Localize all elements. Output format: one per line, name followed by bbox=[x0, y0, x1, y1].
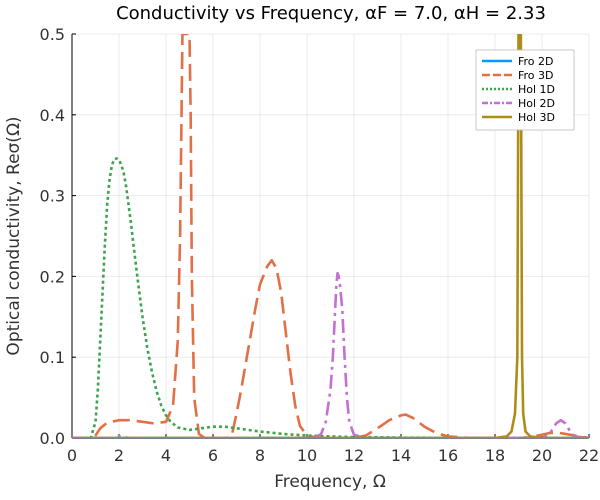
legend-label-fro-2d: Fro 2D bbox=[518, 55, 554, 68]
series-lines bbox=[72, 34, 589, 438]
y-tick-label: 0.3 bbox=[40, 187, 65, 206]
series-line-hol-2d bbox=[72, 271, 589, 438]
legend-label-hol-2d: Hol 2D bbox=[518, 97, 555, 110]
x-axis-label: Frequency, Ω bbox=[274, 472, 386, 492]
series-line-hol-3d bbox=[72, 34, 589, 438]
x-tick-label: 14 bbox=[391, 446, 411, 465]
series-line-fro-3d bbox=[72, 34, 589, 438]
tick-labels: 0 2 4 6 8 10 12 14 16 18 20 22 0.0 0.1 0.2 0.3 0.4 0.5 bbox=[40, 25, 600, 465]
y-tick-label: 0.0 bbox=[40, 429, 65, 448]
x-tick-label: 2 bbox=[114, 446, 124, 465]
y-tick-label: 0.2 bbox=[40, 267, 65, 286]
x-tick-label: 22 bbox=[579, 446, 599, 465]
x-tick-label: 10 bbox=[297, 446, 317, 465]
y-axis-label: Optical conductivity, Reσ(Ω) bbox=[4, 116, 24, 355]
x-tick-label: 18 bbox=[485, 446, 505, 465]
series-line-hol-1d bbox=[72, 157, 589, 438]
y-tick-label: 0.4 bbox=[40, 106, 65, 125]
x-tick-label: 6 bbox=[208, 446, 218, 465]
y-tick-label: 0.5 bbox=[40, 25, 65, 44]
legend-label-hol-3d: Hol 3D bbox=[518, 111, 555, 124]
y-tick-label: 0.1 bbox=[40, 348, 65, 367]
x-tick-label: 0 bbox=[67, 446, 77, 465]
x-tick-label: 12 bbox=[344, 446, 364, 465]
x-tick-label: 8 bbox=[255, 446, 265, 465]
x-tick-label: 16 bbox=[438, 446, 458, 465]
x-tick-label: 20 bbox=[532, 446, 552, 465]
legend-label-fro-3d: Fro 3D bbox=[518, 69, 554, 82]
x-tick-label: 4 bbox=[161, 446, 171, 465]
chart-title: Conductivity vs Frequency, αF = 7.0, αH … bbox=[116, 3, 546, 24]
legend-label-hol-1d: Hol 1D bbox=[518, 83, 555, 96]
